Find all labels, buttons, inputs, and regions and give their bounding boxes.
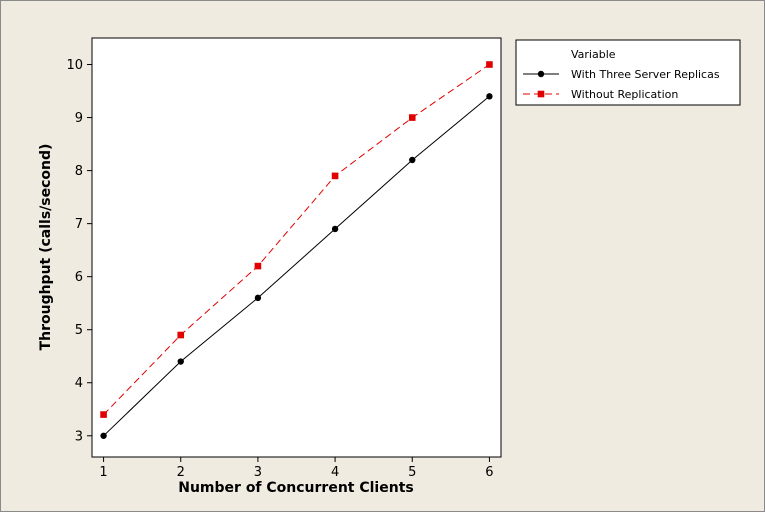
data-point-without-replication [254, 262, 262, 270]
x-tick-label: 6 [485, 465, 493, 480]
y-tick-label: 10 [66, 58, 83, 73]
y-tick-label: 3 [75, 429, 83, 444]
data-point-with-replicas [486, 93, 493, 100]
y-tick-label: 5 [75, 323, 83, 338]
data-point-without-replication [177, 331, 185, 339]
data-point-without-replication [408, 114, 416, 121]
data-point-with-replicas [331, 225, 339, 233]
y-tick-label: 8 [75, 164, 83, 179]
series-line-without-replication [103, 64, 490, 415]
data-point-with-replicas [409, 156, 416, 164]
data-point-without-replication [486, 61, 493, 68]
data-point-with-replicas [254, 294, 262, 302]
legend-marker-without-replication [537, 90, 545, 98]
data-point-without-replication [100, 411, 107, 418]
legend-title: Variable [571, 48, 616, 61]
y-tick-label: 4 [75, 376, 83, 391]
legend-box [515, 39, 741, 106]
x-tick-label: 5 [408, 465, 416, 480]
x-tick-label: 3 [254, 465, 262, 480]
series-line-with-replicas [103, 95, 490, 437]
plot-area [91, 37, 502, 458]
data-point-with-replicas [100, 432, 107, 439]
y-axis-title: Throughput (calls/second) [38, 144, 54, 351]
x-tick-label: 2 [177, 465, 185, 480]
data-point-with-replicas [177, 358, 184, 365]
x-tick-label: 4 [331, 465, 339, 480]
data-point-without-replication [331, 172, 339, 180]
x-axis-title: Number of Concurrent Clients [178, 480, 413, 496]
y-tick-label: 9 [75, 111, 83, 126]
legend: Variable With Three Server Replicas Witho… [515, 39, 741, 106]
y-tick-label: 7 [75, 217, 83, 232]
x-tick-label: 1 [99, 465, 107, 480]
legend-label-with-replicas: With Three Server Replicas [571, 68, 720, 81]
y-tick-label: 6 [75, 270, 83, 285]
legend-label-without-replication: Without Replication [571, 88, 678, 101]
legend-marker-with-replicas [537, 70, 545, 78]
